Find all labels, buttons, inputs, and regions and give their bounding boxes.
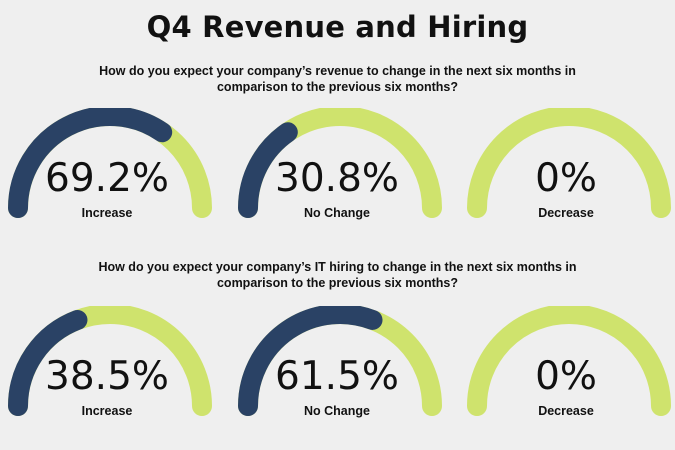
gauge-value: 0% bbox=[535, 156, 597, 201]
gauge-label: No Change bbox=[304, 206, 370, 220]
gauge-label: No Change bbox=[304, 404, 370, 418]
gauge-track bbox=[467, 306, 671, 416]
gauge-value: 61.5% bbox=[275, 354, 399, 399]
gauge-label: Increase bbox=[81, 206, 133, 220]
hiring-increase-gauge: 38.5% Increase bbox=[7, 306, 212, 436]
revenue-decrease-gauge: 0% Decrease bbox=[466, 108, 671, 238]
gauge-track bbox=[467, 108, 671, 218]
revenue-increase-gauge: 69.2% Increase bbox=[7, 108, 212, 238]
hiring-decrease-gauge: 0% Decrease bbox=[466, 306, 671, 436]
gauge-value: 69.2% bbox=[45, 156, 169, 201]
gauge-value: 0% bbox=[535, 354, 597, 399]
gauge-label: Increase bbox=[81, 404, 133, 418]
revenue-question: How do you expect your company’s revenue… bbox=[99, 64, 576, 94]
gauge-label: Decrease bbox=[538, 206, 594, 220]
hiring-no-change-gauge: 61.5% No Change bbox=[237, 306, 442, 436]
gauge-label: Decrease bbox=[538, 404, 594, 418]
gauge-fill bbox=[238, 122, 298, 218]
gauge-value: 38.5% bbox=[45, 354, 169, 399]
hiring-question: How do you expect your company’s IT hiri… bbox=[98, 260, 577, 290]
gauge-fill bbox=[8, 309, 88, 416]
gauge-value: 30.8% bbox=[275, 156, 399, 201]
revenue-no-change-gauge: 30.8% No Change bbox=[237, 108, 442, 238]
gauge-fill bbox=[238, 306, 383, 416]
page-title: Q4 Revenue and Hiring bbox=[146, 10, 529, 44]
gauge-fill bbox=[8, 108, 173, 218]
